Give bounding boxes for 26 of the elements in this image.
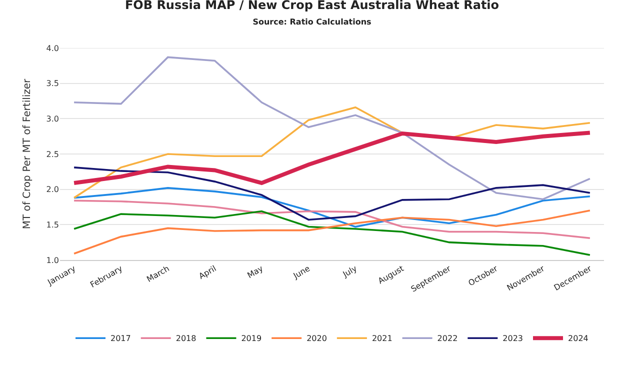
y-axis-title: MT of Crop Per MT of Fertilizer (22, 78, 33, 230)
y-tick-label: 3.5 (46, 79, 59, 88)
y-tick-label: 2.0 (46, 185, 59, 194)
legend-label: 2018 (176, 334, 196, 344)
legend-label: 2020 (306, 334, 327, 344)
legend-label: 2023 (502, 334, 524, 344)
legend-label: 2024 (568, 334, 588, 344)
legend-label: 2019 (241, 334, 262, 344)
chart-subtitle: Source: Ratio Calculations (252, 18, 372, 27)
line-series (73, 56, 591, 200)
legend-label: 2021 (372, 334, 392, 344)
line-series (72, 130, 592, 185)
legend-label: 2022 (437, 334, 458, 344)
line-series (73, 166, 591, 221)
chart-title: FOB Russia MAP / New Crop East Australia Wheat Ratio (124, 0, 500, 12)
legend-label: 2017 (110, 334, 131, 344)
x-tick-label: July (340, 264, 359, 280)
line-series (73, 187, 591, 228)
x-tick-label: May (246, 264, 265, 280)
line-series (73, 200, 591, 239)
y-tick-label: 2.5 (46, 150, 59, 159)
y-tick-label: 1.5 (46, 220, 59, 230)
x-tick-label: June (291, 264, 312, 282)
y-tick-label: 1.0 (46, 256, 59, 265)
y-tick-label: 4.0 (46, 44, 59, 53)
y-tick-label: 3.0 (46, 114, 59, 124)
